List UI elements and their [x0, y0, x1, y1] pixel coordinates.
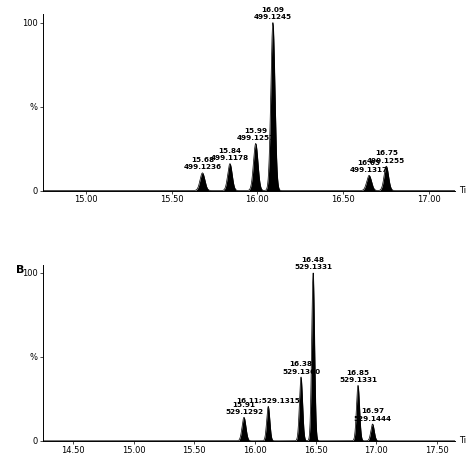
Text: B: B — [16, 264, 24, 274]
Text: 16.75
499.1255: 16.75 499.1255 — [367, 150, 405, 164]
Text: 16.65
499.1317: 16.65 499.1317 — [350, 160, 388, 173]
Text: Ti: Ti — [459, 186, 466, 195]
Text: 15.99
499.1257: 15.99 499.1257 — [237, 128, 275, 141]
Text: 15.68
499.1236: 15.68 499.1236 — [183, 157, 221, 170]
Text: Ti: Ti — [459, 437, 466, 445]
Text: 15.84
499.1178: 15.84 499.1178 — [211, 148, 249, 161]
Text: 16.85
529.1331: 16.85 529.1331 — [339, 370, 377, 383]
Text: 16.48
529.1331: 16.48 529.1331 — [294, 257, 332, 270]
Text: 15.91
529.1292: 15.91 529.1292 — [225, 401, 263, 415]
Text: 16.97
529.1444: 16.97 529.1444 — [354, 408, 392, 421]
Text: 16.11;529.1315: 16.11;529.1315 — [237, 398, 300, 404]
Text: 16.09
499.1245: 16.09 499.1245 — [254, 7, 292, 20]
Text: 16.38
529.1360: 16.38 529.1360 — [282, 361, 320, 374]
